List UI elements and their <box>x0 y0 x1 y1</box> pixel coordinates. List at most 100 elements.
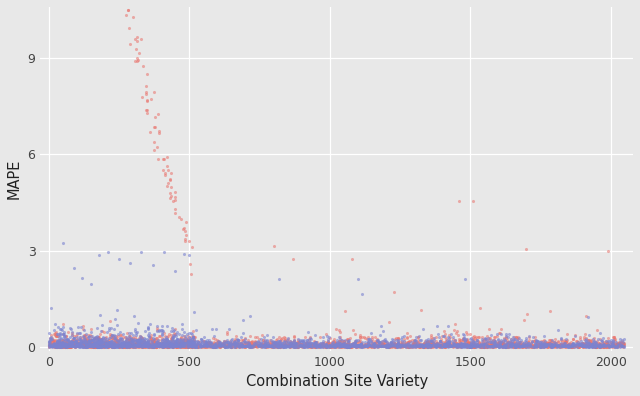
Point <box>195 341 205 347</box>
Point <box>140 340 150 346</box>
Point <box>215 339 225 346</box>
Point <box>79 331 89 338</box>
Point <box>536 343 546 350</box>
Point <box>174 339 184 346</box>
Point <box>278 343 288 350</box>
Point <box>439 342 449 348</box>
Point <box>333 340 344 346</box>
Point <box>489 337 499 343</box>
Point <box>153 341 163 347</box>
Point <box>376 342 387 348</box>
Point <box>461 335 472 342</box>
Point <box>321 343 332 349</box>
Point <box>435 343 445 349</box>
Point <box>52 343 63 350</box>
Point <box>208 343 218 350</box>
Point <box>61 342 71 348</box>
Point <box>83 339 93 345</box>
Point <box>237 343 247 349</box>
Point <box>236 341 246 348</box>
Point <box>159 342 170 348</box>
Point <box>350 343 360 349</box>
Point <box>464 340 474 346</box>
Point <box>230 343 241 350</box>
Point <box>497 337 508 344</box>
Point <box>243 342 253 348</box>
Point <box>516 343 527 350</box>
Point <box>230 341 240 348</box>
Point <box>403 339 413 345</box>
Point <box>303 341 313 347</box>
Point <box>531 339 541 345</box>
Point <box>259 343 269 349</box>
Point <box>106 334 116 340</box>
Point <box>188 343 198 350</box>
Point <box>97 343 108 349</box>
Point <box>175 336 186 343</box>
Point <box>308 343 319 349</box>
Point <box>161 343 172 349</box>
Point <box>444 342 454 348</box>
Point <box>95 339 105 345</box>
Point <box>126 335 136 341</box>
Point <box>584 337 594 344</box>
Point <box>187 341 197 348</box>
Point <box>113 343 124 349</box>
Point <box>294 343 304 350</box>
Point <box>528 343 538 349</box>
Point <box>83 340 93 346</box>
Point <box>308 341 319 347</box>
Point <box>280 337 290 343</box>
Point <box>90 341 100 347</box>
Point <box>503 343 513 349</box>
Point <box>593 336 604 342</box>
Point <box>484 339 495 345</box>
Point <box>587 343 597 349</box>
Point <box>172 340 182 346</box>
Point <box>95 343 106 349</box>
Point <box>220 344 230 350</box>
Point <box>228 343 238 349</box>
Point <box>493 343 504 350</box>
Point <box>317 339 328 346</box>
Point <box>597 342 607 348</box>
Point <box>172 336 182 343</box>
Point <box>79 338 90 345</box>
Point <box>595 343 605 349</box>
Point <box>170 197 180 203</box>
Point <box>423 343 433 350</box>
Point <box>380 342 390 348</box>
Point <box>168 341 179 347</box>
Point <box>175 341 185 347</box>
Point <box>595 343 605 349</box>
Point <box>67 341 77 347</box>
Point <box>81 341 92 347</box>
Point <box>526 340 536 346</box>
Point <box>113 342 123 348</box>
Point <box>122 336 132 343</box>
Point <box>189 341 199 348</box>
Point <box>354 341 364 348</box>
Point <box>602 342 612 348</box>
Point <box>427 339 437 345</box>
Point <box>296 341 307 347</box>
Point <box>604 342 614 348</box>
Point <box>208 343 218 350</box>
Point <box>138 343 148 350</box>
Point <box>391 337 401 343</box>
Point <box>209 342 220 348</box>
Point <box>282 341 292 348</box>
Point <box>143 342 153 348</box>
Point <box>175 343 186 350</box>
Point <box>49 340 60 346</box>
Point <box>619 341 629 347</box>
Point <box>80 341 90 347</box>
Point <box>219 343 229 349</box>
Point <box>80 342 90 348</box>
Point <box>588 343 598 350</box>
Point <box>413 343 423 350</box>
Point <box>185 342 195 348</box>
Point <box>219 339 229 345</box>
Point <box>158 342 168 348</box>
Point <box>161 342 172 348</box>
